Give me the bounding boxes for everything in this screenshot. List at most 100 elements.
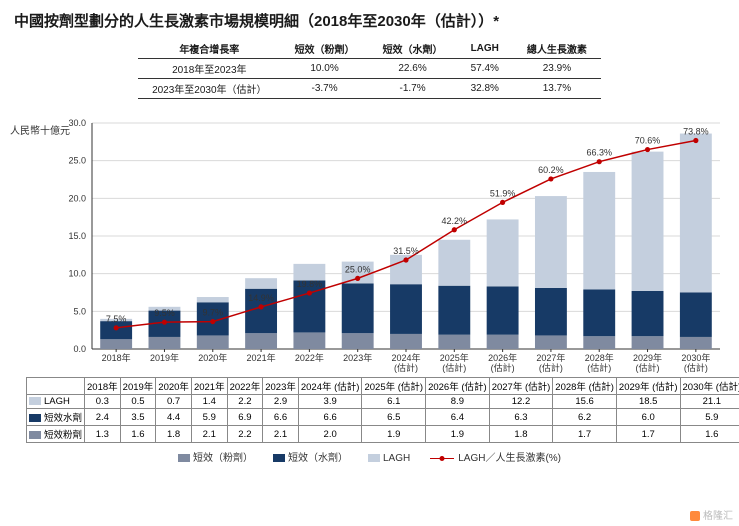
legend-item: 短效（粉劑） [178, 449, 253, 464]
cagr-cell: 22.6% [369, 59, 457, 79]
bar-lagh [438, 240, 470, 286]
bar-powder [632, 336, 664, 349]
dt-header: 2025年 (估計) [362, 378, 426, 395]
dt-header: 2029年 (估計) [616, 378, 680, 395]
bar-powder [583, 336, 615, 349]
dt-header: 2022年 [227, 378, 263, 395]
cagr-row-label: 2018年至2023年 [138, 59, 281, 79]
pct-label: 42.2% [442, 216, 468, 226]
dt-cell: 1.9 [362, 426, 426, 443]
bar-powder [245, 333, 277, 349]
cagr-cell: 23.9% [513, 59, 601, 79]
bar-powder [197, 335, 229, 349]
swatch-icon [368, 454, 380, 462]
line-point [403, 257, 408, 262]
bar-liquid [535, 288, 567, 335]
dt-cell: 1.6 [680, 426, 739, 443]
pct-label: 19.8% [297, 279, 323, 289]
dt-cell: 1.8 [156, 426, 192, 443]
svg-text:2018年: 2018年 [102, 352, 131, 363]
dt-header: 2023年 [263, 378, 299, 395]
dt-cell: 15.6 [553, 395, 617, 409]
dt-header: 2018年 [85, 378, 121, 395]
bar-liquid [583, 289, 615, 336]
cagr-header-cell: 總人生長激素 [513, 39, 601, 59]
swatch-icon [29, 397, 41, 405]
dt-cell: 1.8 [489, 426, 553, 443]
dt-cell: 0.3 [85, 395, 121, 409]
dt-cell: 2.2 [227, 395, 263, 409]
pct-label: 9.7% [203, 308, 224, 318]
bar-powder [293, 332, 325, 349]
pct-label: 73.8% [683, 127, 709, 137]
legend: 短效（粉劑）短效（水劑）LAGHLAGH／人生長激素(%) [14, 449, 725, 464]
cagr-header-cell: 年複合增長率 [138, 39, 281, 59]
svg-text:2028年: 2028年 [585, 352, 614, 363]
bar-liquid [342, 283, 374, 333]
swatch-icon [178, 454, 190, 462]
cagr-cell: 10.0% [281, 59, 369, 79]
line-point [693, 138, 698, 143]
line-point [307, 290, 312, 295]
dt-cell: 2.1 [191, 426, 227, 443]
dt-cell: 2.1 [263, 426, 299, 443]
bar-lagh [293, 264, 325, 281]
bar-liquid [632, 291, 664, 336]
swatch-icon [273, 454, 285, 462]
bar-lagh [535, 196, 567, 288]
line-point [114, 325, 119, 330]
dt-cell: 6.2 [553, 409, 617, 426]
dt-cell: 2.4 [85, 409, 121, 426]
dt-cell: 2.9 [263, 395, 299, 409]
legend-item: LAGH [368, 453, 410, 464]
line-point [162, 320, 167, 325]
svg-text:2022年: 2022年 [295, 352, 324, 363]
dt-row-label: 短效水劑 [27, 409, 85, 426]
dt-row-label: 短效粉劑 [27, 426, 85, 443]
dt-cell: 6.5 [362, 409, 426, 426]
svg-text:15.0: 15.0 [68, 231, 86, 241]
dt-cell: 1.6 [120, 426, 156, 443]
swatch-icon [29, 431, 41, 439]
cagr-cell: 32.8% [457, 79, 513, 99]
dt-cell: 1.7 [616, 426, 680, 443]
dt-cell: 8.9 [426, 395, 490, 409]
svg-text:2027年: 2027年 [536, 352, 565, 363]
dt-row-label: LAGH [27, 395, 85, 409]
svg-text:2024年: 2024年 [391, 352, 420, 363]
cagr-cell: 57.4% [457, 59, 513, 79]
watermark: 格隆汇 [690, 507, 733, 522]
dt-header [27, 378, 85, 395]
svg-text:(估計): (估計) [539, 362, 563, 373]
cagr-row-label: 2023年至2030年（估計） [138, 79, 281, 99]
data-table: 2018年2019年2020年2021年2022年2023年2024年 (估計)… [26, 377, 739, 443]
dt-cell: 5.9 [191, 409, 227, 426]
dt-cell: 1.7 [553, 426, 617, 443]
dt-header: 2021年 [191, 378, 227, 395]
bar-powder [438, 335, 470, 349]
svg-text:25.0: 25.0 [68, 156, 86, 166]
chart-area: 0.05.010.015.020.025.030.02018年2019年2020… [64, 105, 713, 375]
svg-text:(估計): (估計) [394, 362, 418, 373]
pct-label: 51.9% [490, 188, 516, 198]
dt-cell: 5.9 [680, 409, 739, 426]
line-point [258, 304, 263, 309]
dt-cell: 1.4 [191, 395, 227, 409]
pct-label: 14.9% [248, 293, 274, 303]
dt-cell: 1.9 [426, 426, 490, 443]
svg-text:10.0: 10.0 [68, 269, 86, 279]
svg-text:2023年: 2023年 [343, 352, 372, 363]
bar-powder [390, 334, 422, 349]
bar-liquid [487, 286, 519, 334]
bar-lagh [583, 172, 615, 290]
svg-text:2029年: 2029年 [633, 352, 662, 363]
cagr-cell: 13.7% [513, 79, 601, 99]
svg-text:(估計): (估計) [587, 362, 611, 373]
bar-liquid [680, 293, 712, 337]
svg-text:2019年: 2019年 [150, 352, 179, 363]
bar-lagh [197, 297, 229, 302]
dt-header: 2026年 (估計) [426, 378, 490, 395]
pct-label: 9.5% [154, 308, 175, 318]
dt-cell: 18.5 [616, 395, 680, 409]
dt-header: 2030年 (估計) [680, 378, 739, 395]
